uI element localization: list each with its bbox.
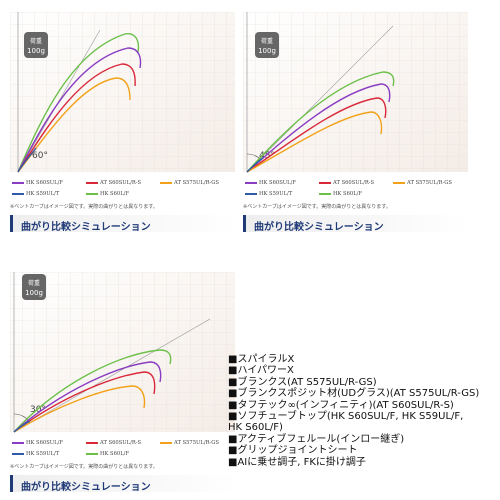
section-banner: 曲がり比較シミュレーション	[10, 215, 238, 233]
weight-badge: 荷重 100g	[255, 32, 279, 58]
bend-curves-svg: 45° 荷重 100g	[243, 12, 468, 173]
feature-item: ■ブランクスポジット材(UDグラス)(AT S575UL/R-GS)	[228, 388, 480, 400]
curve-hk-s60sul-f	[17, 47, 142, 173]
badge-line-1: 荷重	[30, 37, 42, 45]
curve-hk-s60l-f	[246, 71, 395, 173]
angle-label: 45°	[259, 151, 275, 161]
curve-at-s60sul-r-s	[246, 97, 387, 173]
legend-item: HK S60L/F	[319, 191, 362, 197]
banner-title: 曲がり比較シミュレーション	[21, 482, 151, 493]
curve-hk-s60l-f	[13, 349, 172, 433]
legend-item: HK S60L/F	[86, 451, 129, 457]
angle-label: 60°	[32, 151, 48, 161]
curve-at-s60sul-r-s	[17, 63, 136, 173]
curve-hk-s59ul-t	[17, 147, 37, 173]
curve-hk-s59ul-t	[246, 157, 264, 173]
curve-hk-s60l-f	[17, 33, 140, 173]
legend-item: AT S575UL/R-GS	[160, 440, 219, 446]
legend: HK S60SUL/F AT S60SUL/R-S AT S575UL/R-GS…	[243, 180, 468, 202]
bend-chart: 60° 荷重 100g	[10, 12, 235, 177]
weight-badge: 荷重 100g	[24, 32, 48, 58]
disclaimer-note: ※ベントカーブはイメージ図です。実際の曲がりとは異なります。	[243, 204, 391, 210]
section-banner: 曲がり比較シミュレーション	[243, 215, 471, 233]
disclaimer-note: ※ベントカーブはイメージ図です。実際の曲がりとは異なります。	[10, 204, 158, 210]
angle-arc	[13, 413, 31, 424]
legend: HK S60SUL/F AT S60SUL/R-S AT S575UL/R-GS…	[10, 180, 235, 202]
legend-item: HK S60SUL/F	[12, 440, 63, 446]
angle-line	[13, 318, 211, 433]
feature-item: ■ブランクス(AT S575UL/R-GS)	[228, 376, 377, 388]
curve-hk-s60sul-f	[246, 83, 391, 173]
angle-label: 30°	[30, 405, 46, 415]
feature-item: ■AIに乗せ調子, FKに掛け調子	[228, 456, 366, 468]
feature-item: ■ハイパワーX	[228, 365, 294, 377]
curve-hk-s59ul-t	[13, 420, 31, 433]
feature-item: HK S60L/F)	[228, 422, 283, 434]
curve-at-s60sul-r-s	[13, 371, 156, 433]
curve-hk-s60sul-f	[13, 361, 162, 433]
bend-chart: 30° 荷重 100g	[10, 272, 235, 437]
feature-item: ■タフテック∞(インフィニティ)(AT S60SUL/R-S)	[228, 399, 454, 411]
badge-line-1: 荷重	[261, 37, 273, 45]
bend-curves-svg: 30° 荷重 100g	[10, 272, 235, 433]
bend-chart: 45° 荷重 100g	[243, 12, 468, 177]
curve-at-s575ul-r-gs	[246, 111, 383, 173]
badge-line-2: 100g	[25, 289, 43, 297]
banner-title: 曲がり比較シミュレーション	[21, 222, 151, 233]
bend-curves-svg: 60° 荷重 100g	[10, 12, 235, 173]
banner-title: 曲がり比較シミュレーション	[254, 222, 384, 233]
legend-item: HK S59UL/T	[12, 191, 59, 197]
legend-item: HK S59UL/T	[12, 451, 59, 457]
angle-line	[246, 25, 394, 173]
feature-item: ■ソフチューブトップ(HK S60SUL/F, HK S59UL/F,	[228, 411, 464, 423]
feature-item: ■アクティブフェルール(インロー継ぎ)	[228, 433, 405, 445]
badge-line-2: 100g	[27, 47, 45, 55]
disclaimer-note: ※ベントカーブはイメージ図です。実際の曲がりとは異なります。	[10, 464, 158, 470]
curve-at-s575ul-r-gs	[13, 385, 146, 433]
section-banner: 曲がり比較シミュレーション	[10, 475, 238, 493]
legend-item: HK S60L/F	[86, 191, 129, 197]
feature-item: ■グリップジョイントシート	[228, 445, 358, 457]
legend-item: AT S60SUL/R-S	[86, 440, 141, 446]
legend-item: AT S575UL/R-GS	[160, 180, 219, 186]
badge-line-2: 100g	[258, 47, 276, 55]
badge-line-1: 荷重	[28, 279, 40, 287]
legend: HK S60SUL/F AT S60SUL/R-S AT S575UL/R-GS…	[10, 440, 235, 462]
curve-at-s575ul-r-gs	[17, 77, 131, 173]
legend-item: AT S60SUL/R-S	[319, 180, 374, 186]
feature-item: ■スパイラルX	[228, 354, 295, 365]
legend-item: AT S575UL/R-GS	[393, 180, 452, 186]
feature-list: ■スパイラルX ■ハイパワーX ■ブランクス(AT S575UL/R-GS) ■…	[228, 354, 498, 468]
legend-item: AT S60SUL/R-S	[86, 180, 141, 186]
legend-item: HK S59UL/T	[245, 191, 292, 197]
legend-item: HK S60SUL/F	[12, 180, 63, 186]
legend-item: HK S60SUL/F	[245, 180, 296, 186]
weight-badge: 荷重 100g	[22, 274, 46, 300]
